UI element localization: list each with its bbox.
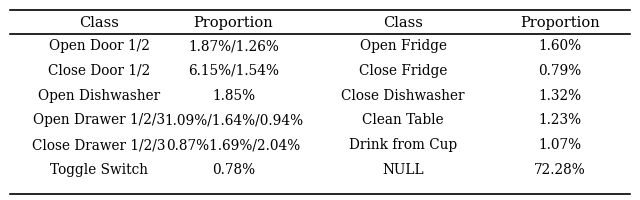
Text: 1.85%: 1.85% [212, 88, 255, 102]
Text: Class: Class [383, 16, 423, 30]
Text: 1.23%: 1.23% [538, 113, 582, 127]
Text: Close Door 1/2: Close Door 1/2 [48, 64, 150, 78]
Text: 1.09%/1.64%/0.94%: 1.09%/1.64%/0.94% [164, 113, 303, 127]
Text: Class: Class [79, 16, 119, 30]
Text: Close Drawer 1/2/3: Close Drawer 1/2/3 [33, 137, 166, 151]
Text: 0.87%1.69%/2.04%: 0.87%1.69%/2.04% [166, 137, 301, 151]
Text: 1.07%: 1.07% [538, 137, 582, 151]
Text: 6.15%/1.54%: 6.15%/1.54% [188, 64, 279, 78]
Text: 1.60%: 1.60% [538, 39, 582, 53]
Text: NULL: NULL [382, 162, 424, 176]
Text: Open Dishwasher: Open Dishwasher [38, 88, 160, 102]
Text: Open Drawer 1/2/3: Open Drawer 1/2/3 [33, 113, 165, 127]
Text: Proportion: Proportion [520, 16, 600, 30]
Text: 1.32%: 1.32% [538, 88, 582, 102]
Text: Drink from Cup: Drink from Cup [349, 137, 457, 151]
Text: Open Door 1/2: Open Door 1/2 [49, 39, 150, 53]
Text: Toggle Switch: Toggle Switch [50, 162, 148, 176]
Text: Proportion: Proportion [194, 16, 273, 30]
Text: Clean Table: Clean Table [362, 113, 444, 127]
Text: Close Fridge: Close Fridge [359, 64, 447, 78]
Text: 1.87%/1.26%: 1.87%/1.26% [188, 39, 279, 53]
Text: Open Fridge: Open Fridge [360, 39, 447, 53]
Text: 0.78%: 0.78% [212, 162, 255, 176]
Text: 0.79%: 0.79% [538, 64, 582, 78]
Text: Close Dishwasher: Close Dishwasher [342, 88, 465, 102]
Text: 72.28%: 72.28% [534, 162, 586, 176]
